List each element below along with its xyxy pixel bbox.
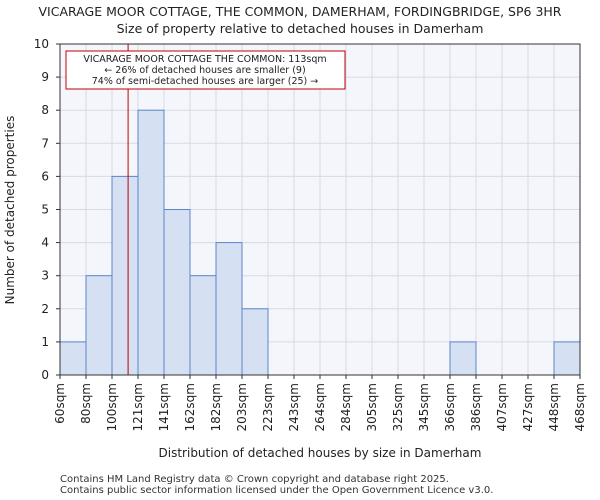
annotation-line-2: ← 26% of detached houses are smaller (9) <box>104 65 305 76</box>
y-axis-label: Number of detached properties <box>3 116 17 305</box>
x-tick-label: 182sqm <box>209 383 223 431</box>
y-tick-label: 6 <box>41 169 49 183</box>
footer-licence: Contains public sector information licen… <box>60 485 494 496</box>
x-tick-label: 121sqm <box>131 383 145 431</box>
bar <box>59 341 87 376</box>
y-tick-label: 8 <box>41 103 49 117</box>
bar <box>85 275 113 376</box>
x-tick-label: 264sqm <box>313 383 327 431</box>
annotation-box: VICARAGE MOOR COTTAGE THE COMMON: 113sqm… <box>65 50 346 90</box>
annotation-line-1: VICARAGE MOOR COTTAGE THE COMMON: 113sqm <box>83 54 326 65</box>
y-tick-label: 4 <box>41 236 49 250</box>
x-tick-label: 366sqm <box>443 383 457 431</box>
x-axis-ticks: 60sqm 80sqm 100sqm 121sqm 141sqm 162sqm 182sqm… <box>53 375 587 431</box>
y-tick-label: 7 <box>41 136 49 150</box>
x-tick-label: 427sqm <box>521 383 535 431</box>
x-tick-label: 468sqm <box>573 383 587 431</box>
bar <box>137 109 165 376</box>
bars <box>59 109 581 376</box>
y-tick-label: 1 <box>41 335 49 349</box>
bar <box>553 341 581 376</box>
x-tick-label: 141sqm <box>157 383 171 431</box>
x-tick-label: 325sqm <box>391 383 405 431</box>
x-tick-label: 386sqm <box>469 383 483 431</box>
x-tick-label: 448sqm <box>547 383 561 431</box>
annotation-frame <box>65 50 346 90</box>
y-tick-label: 9 <box>41 70 49 84</box>
x-tick-label: 162sqm <box>183 383 197 431</box>
y-tick-label: 2 <box>41 302 49 316</box>
x-tick-label: 80sqm <box>79 383 93 424</box>
x-tick-label: 243sqm <box>287 383 301 431</box>
y-tick-label: 10 <box>34 37 49 51</box>
x-tick-label: 407sqm <box>495 383 509 431</box>
footer-copyright: Contains HM Land Registry data © Crown c… <box>60 474 449 485</box>
bar <box>215 242 243 376</box>
y-axis-ticks: 0 1 2 3 4 5 6 7 8 9 10 <box>34 37 60 382</box>
x-tick-label: 60sqm <box>53 383 67 424</box>
x-tick-label: 345sqm <box>417 383 431 431</box>
chart-subtitle: Size of property relative to detached ho… <box>116 21 484 36</box>
y-tick-label: 0 <box>41 368 49 382</box>
x-axis-label: Distribution of detached houses by size … <box>159 446 482 460</box>
y-tick-label: 5 <box>41 203 49 217</box>
y-tick-label: 3 <box>41 269 49 283</box>
bar <box>111 175 139 376</box>
chart-title: VICARAGE MOOR COTTAGE, THE COMMON, DAMER… <box>38 4 562 19</box>
x-tick-label: 100sqm <box>105 383 119 431</box>
bar <box>189 275 217 376</box>
x-tick-label: 223sqm <box>261 383 275 431</box>
x-tick-label: 284sqm <box>339 383 353 431</box>
bar <box>449 341 477 376</box>
x-tick-label: 203sqm <box>235 383 249 431</box>
bar <box>163 209 191 376</box>
x-tick-label: 305sqm <box>365 383 379 431</box>
bar <box>241 308 269 376</box>
annotation-line-3: 74% of semi-detached houses are larger (… <box>92 76 319 87</box>
